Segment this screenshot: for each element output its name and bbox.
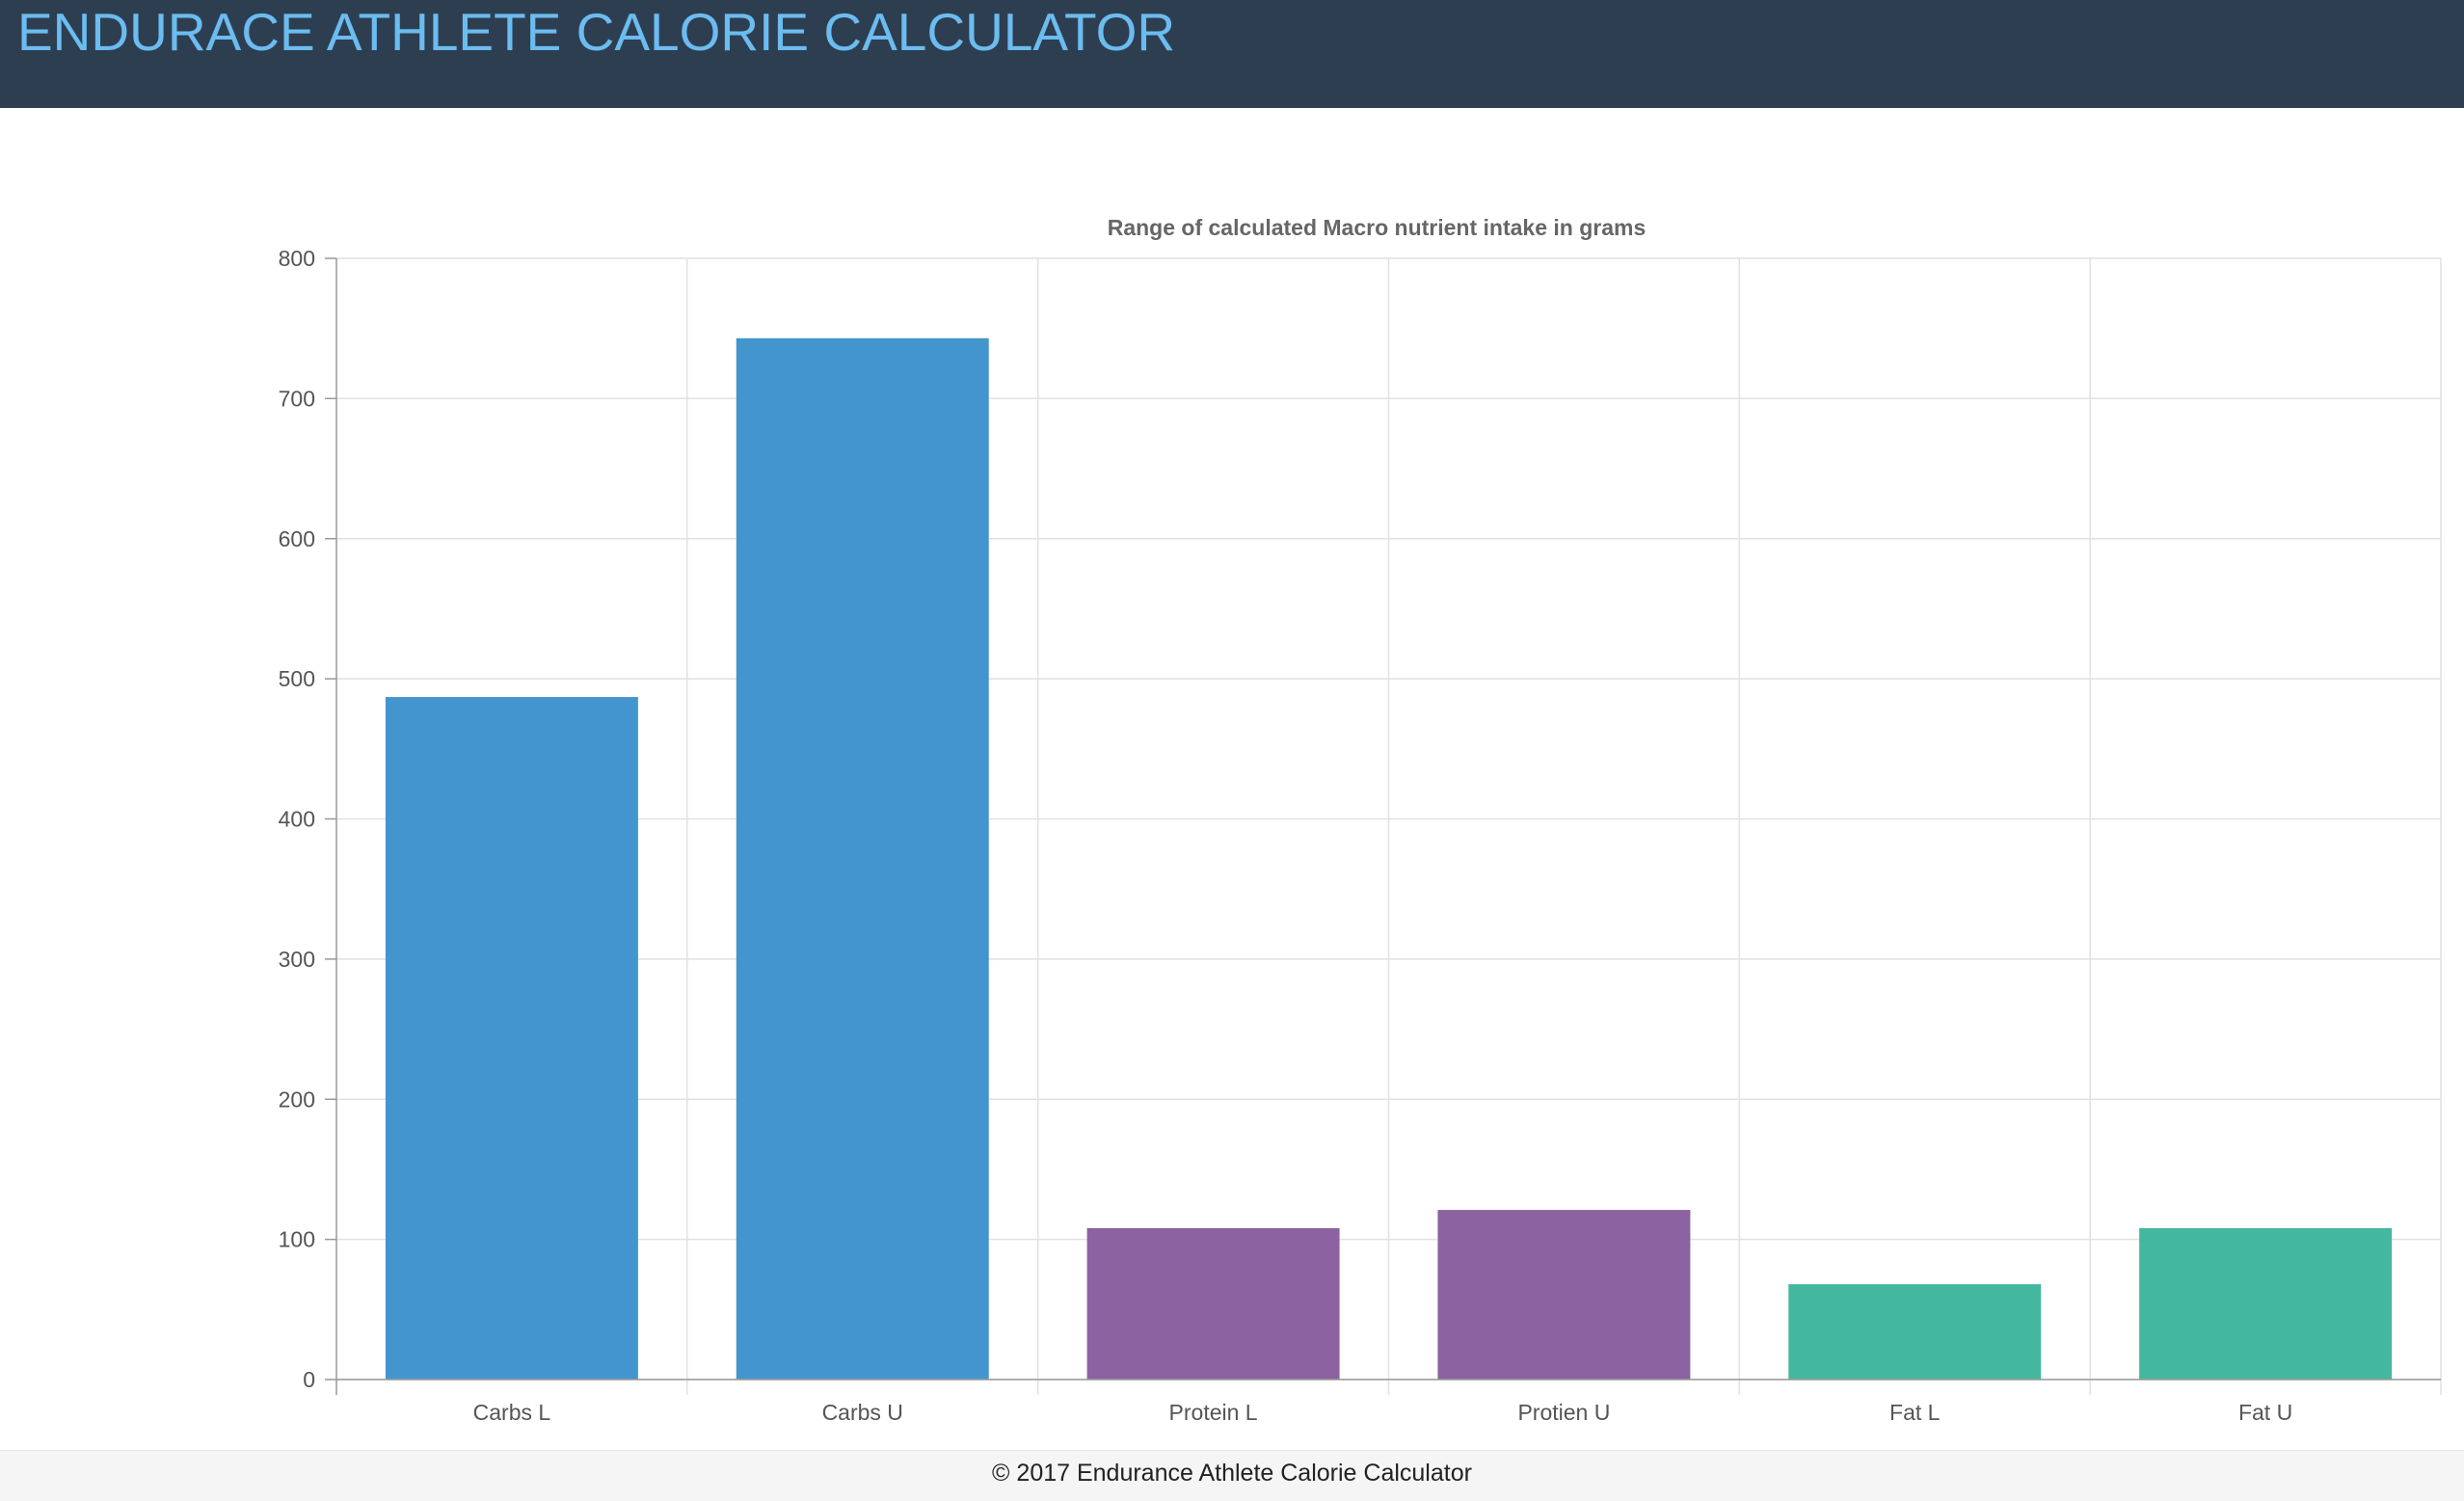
y-tick-label: 500 [279,666,315,691]
chart-labels: 0 100 200 300 400 500 600 700 800 Carbs L Carbs U P… [279,246,2293,1425]
bar-protein-l [1086,1227,1340,1380]
chart-bars [385,337,2393,1380]
x-tick-label: Carbs U [822,1400,903,1425]
y-tick-label: 100 [279,1227,315,1252]
macro-bar-chart: Range of calculated Macro nutrient intak… [279,215,2442,1425]
y-tick-label: 700 [279,386,315,411]
y-tick-label: 600 [279,526,315,551]
app-title: ENDURACE ATHLETE CALORIE CALCULATOR [17,2,1176,62]
chart-title: Range of calculated Macro nutrient intak… [1108,215,1647,240]
bar-carbs-l [385,697,638,1380]
page-footer: © 2017 Endurance Athlete Calorie Calcula… [0,1450,2464,1501]
y-tick-label: 0 [303,1367,315,1392]
bar-carbs-u [736,337,989,1380]
chart-axes [325,257,2441,1395]
bar-protien-u [1437,1210,1691,1380]
chart-grid [336,257,2442,1395]
bar-fat-l [1788,1284,2042,1380]
bar-fat-u [2139,1227,2393,1380]
x-tick-label: Fat U [2238,1400,2292,1425]
y-tick-label: 200 [279,1086,315,1112]
y-tick-label: 400 [279,807,315,832]
chart-container: Range of calculated Macro nutrient intak… [0,108,2464,1450]
footer-copyright: © 2017 Endurance Athlete Calorie Calcula… [992,1460,1472,1487]
y-tick-label: 800 [279,246,315,271]
x-tick-label: Protien U [1517,1400,1610,1425]
y-tick-label: 300 [279,947,315,972]
x-tick-label: Carbs L [473,1400,551,1425]
x-tick-label: Protein L [1169,1400,1258,1425]
app-header: ENDURACE ATHLETE CALORIE CALCULATOR [0,0,2464,108]
x-tick-label: Fat L [1889,1400,1941,1425]
